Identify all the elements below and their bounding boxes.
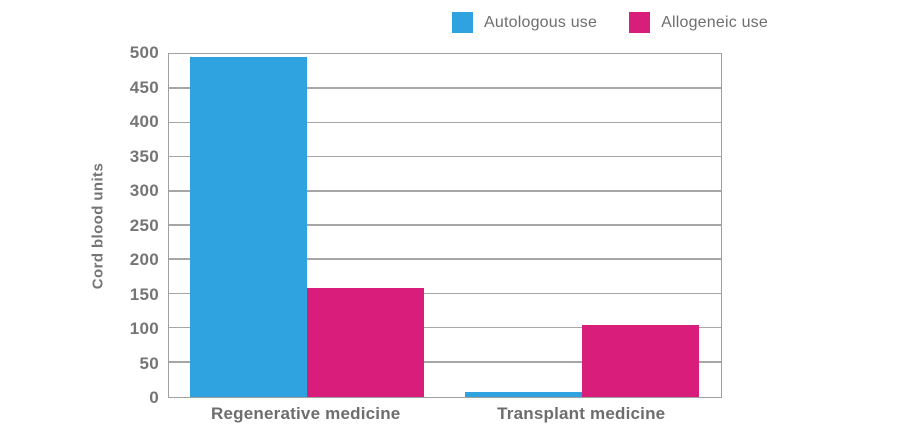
legend-item-autologous: Autologous use bbox=[452, 12, 597, 33]
bar-autologous-use-1 bbox=[189, 57, 307, 397]
y-tick-label: 400 bbox=[129, 112, 159, 131]
gridline bbox=[169, 292, 721, 295]
legend-label-allogeneic: Allogeneic use bbox=[661, 13, 768, 31]
bar-allogeneic-use-1 bbox=[306, 287, 424, 397]
gridline bbox=[169, 121, 721, 124]
y-tick-label: 100 bbox=[129, 319, 159, 338]
y-axis-title: Cord blood units bbox=[89, 162, 107, 290]
legend-label-autologous: Autologous use bbox=[484, 13, 598, 31]
gridline bbox=[169, 361, 721, 363]
x-category-label: Regenerative medicine bbox=[211, 404, 401, 423]
y-tick-label: 150 bbox=[129, 284, 159, 304]
y-tick-label: 500 bbox=[129, 43, 159, 62]
chart-legend: Autologous use Allogeneic use bbox=[452, 12, 768, 33]
legend-item-allogeneic: Allogeneic use bbox=[629, 12, 768, 33]
bar-allogeneic-use-2 bbox=[582, 325, 700, 397]
y-tick-label: 350 bbox=[129, 146, 159, 166]
gridline bbox=[169, 190, 721, 192]
legend-swatch-autologous-icon bbox=[452, 12, 473, 33]
gridline bbox=[169, 326, 721, 329]
y-tick-label: 250 bbox=[129, 215, 159, 235]
y-tick-label: 0 bbox=[149, 388, 159, 407]
gridline bbox=[169, 87, 721, 89]
y-tick-label: 200 bbox=[129, 250, 159, 269]
bar-autologous-use-2 bbox=[465, 392, 583, 397]
y-tick-label: 450 bbox=[129, 77, 159, 97]
plot-area bbox=[168, 53, 722, 398]
x-category-label: Transplant medicine bbox=[497, 404, 666, 423]
gridline bbox=[169, 224, 721, 226]
gridline bbox=[169, 258, 721, 260]
legend-swatch-allogeneic-icon bbox=[629, 12, 651, 33]
y-tick-label: 300 bbox=[129, 181, 159, 200]
y-tick-label: 50 bbox=[139, 353, 159, 373]
gridline bbox=[169, 155, 721, 158]
